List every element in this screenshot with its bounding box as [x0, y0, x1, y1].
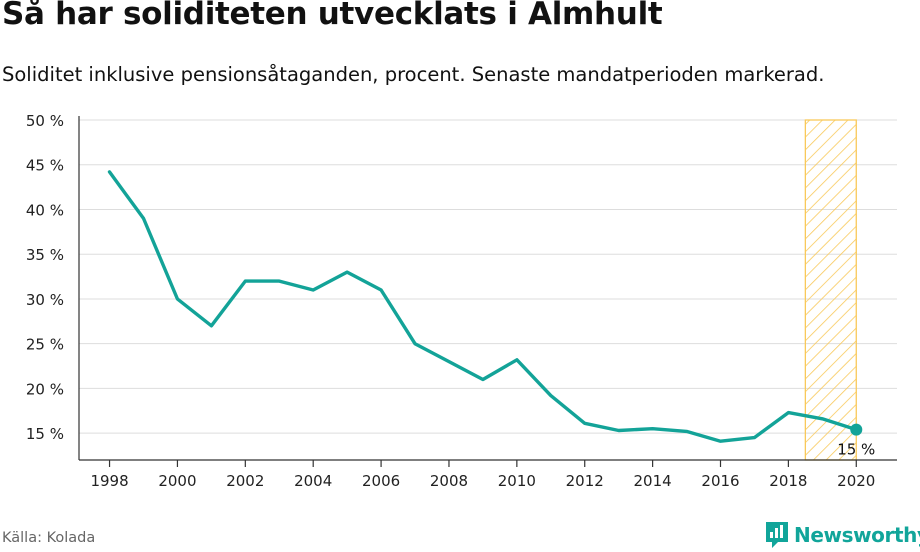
x-tick-label: 2004 [294, 472, 332, 490]
gridlines [79, 119, 897, 434]
brand-name: Newsworthy [794, 523, 920, 547]
chart-title: Så har soliditeten utvecklats i Almhult [2, 0, 663, 32]
y-tick-label: 20 % [26, 380, 64, 398]
x-tick-label: 2012 [566, 472, 604, 490]
y-axis-ticks: 15 % 20 % 25 % 30 % 35 % 40 % 45 % 50 % [26, 112, 64, 443]
x-tick-label: 1998 [90, 472, 128, 490]
y-tick-label: 50 % [26, 112, 64, 130]
source-note: Källa: Kolada [2, 530, 96, 546]
highlight-rect [804, 119, 857, 461]
x-tick-label: 2014 [634, 472, 672, 490]
series-layer: 15 % [107, 170, 875, 459]
x-tick-label: 2002 [226, 472, 264, 490]
x-tick-label: 2000 [158, 472, 196, 490]
newsworthy-logo-icon [766, 522, 788, 548]
mandate-period-highlight [804, 119, 857, 461]
chart-subtitle: Soliditet inklusive pensionsåtaganden, p… [2, 63, 825, 86]
x-tick-label: 2010 [498, 472, 536, 490]
x-tick-label: 2016 [701, 472, 739, 490]
x-axis-ticks: 1998 2000 2002 2004 2006 2008 2010 2012 2014 2016… [90, 460, 875, 490]
x-tick-label: 2018 [769, 472, 807, 490]
y-tick-label: 30 % [26, 291, 64, 309]
end-value-label: 15 % [837, 441, 875, 459]
y-tick-label: 40 % [26, 201, 64, 219]
y-tick-label: 15 % [26, 425, 64, 443]
series-line [107, 170, 858, 443]
end-point-marker [850, 423, 863, 436]
y-tick-label: 45 % [26, 157, 64, 175]
y-tick-label: 35 % [26, 246, 64, 264]
axes [78, 116, 897, 461]
x-tick-label: 2008 [430, 472, 468, 490]
y-tick-label: 25 % [26, 336, 64, 354]
x-tick-label: 2006 [362, 472, 400, 490]
x-tick-label: 2020 [837, 472, 875, 490]
newsworthy-brand[interactable]: Newsworthy [764, 519, 920, 551]
